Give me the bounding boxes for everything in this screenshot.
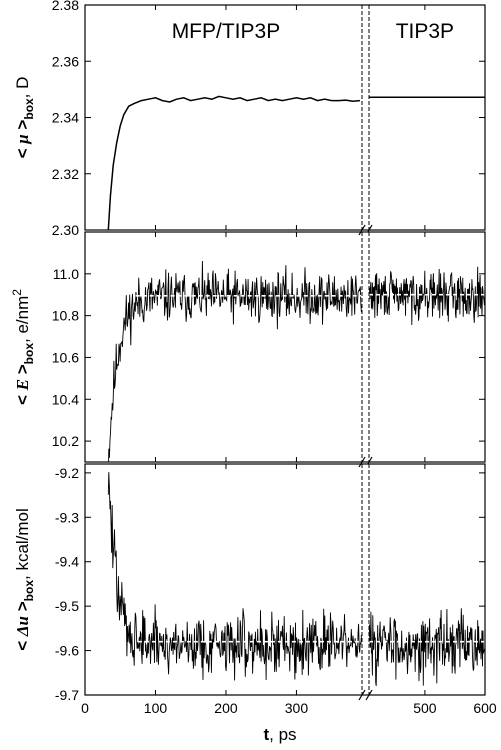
axis-break-gap bbox=[362, 464, 369, 695]
x-label-unit: , ps bbox=[269, 725, 296, 744]
x-tick-label: 200 bbox=[214, 700, 238, 716]
y-axis-label-energy: < Δu >box, kcal/mol bbox=[13, 508, 36, 651]
y-tick-label: 10.4 bbox=[52, 391, 79, 407]
panel-dipole: 2.30 2.32 2.34 2.36 2.38 bbox=[52, 0, 486, 238]
panel-frame bbox=[84, 463, 486, 696]
panel-energy: -9.7 -9.6 -9.5 -9.4 -9.3 -9.2 bbox=[55, 463, 486, 703]
x-tick-label: 500 bbox=[413, 700, 437, 716]
y-label-unit: , D bbox=[13, 77, 32, 99]
y-label-unit: , kcal/mol bbox=[13, 508, 32, 580]
y-label-unit: , e/nm bbox=[13, 296, 32, 343]
series-line-field-0 bbox=[108, 260, 362, 462]
x-tick-label: 100 bbox=[144, 700, 168, 716]
y-label-symbol: Δu bbox=[13, 616, 32, 637]
y-label-bracket-close: > bbox=[13, 120, 32, 135]
series-line-energy-1 bbox=[368, 608, 485, 686]
y-tick-label: 2.34 bbox=[52, 110, 79, 126]
panel-field: 10.2 10.4 10.6 10.8 11.0 bbox=[52, 231, 486, 468]
x-tick-label: 300 bbox=[285, 700, 309, 716]
y-tick-label: 11.0 bbox=[53, 266, 79, 282]
y-tick-label: 2.38 bbox=[52, 0, 79, 13]
y-tick-label: 2.32 bbox=[52, 166, 79, 182]
y-tick-label: 10.2 bbox=[52, 433, 79, 449]
y-tick-label: 2.30 bbox=[52, 222, 79, 238]
y-label-symbol: E bbox=[13, 379, 32, 391]
series-group bbox=[108, 260, 485, 462]
panels-layer: 2.30 2.32 2.34 2.36 2.38 10.2 10.4 10.6 10.8 11.0… bbox=[52, 0, 486, 703]
y-label-superscript: 2 bbox=[10, 289, 24, 296]
y-tick-label: -9.4 bbox=[55, 554, 79, 570]
y-tick-label: -9.2 bbox=[55, 465, 79, 481]
y-label-bracket-open: < bbox=[13, 144, 32, 159]
series-group bbox=[107, 472, 485, 686]
y-label-bracket-open: < bbox=[13, 636, 32, 651]
y-label-subscript: box bbox=[22, 580, 36, 602]
series-line-field-1 bbox=[368, 266, 485, 326]
y-tick-label: 10.8 bbox=[52, 308, 79, 324]
panel-frame bbox=[84, 231, 486, 463]
series-line-dipole-0 bbox=[107, 95, 360, 230]
y-axis-label-field: < E >box, e/nm2 bbox=[10, 289, 36, 405]
axis-break-mark-0 bbox=[358, 689, 366, 701]
y-axis-label-dipole: < μ >box, D bbox=[13, 77, 36, 159]
axis-break-mark-0 bbox=[358, 456, 366, 468]
y-label-bracket-open: < bbox=[13, 390, 32, 405]
region-label-1: TIP3P bbox=[396, 20, 454, 43]
axis-break-gap bbox=[362, 232, 369, 462]
labels-layer: < μ >box, D< E >box, e/nm2< Δu >box, kca… bbox=[10, 20, 497, 744]
series-line-energy-0 bbox=[107, 472, 362, 681]
y-label-symbol: μ bbox=[13, 134, 32, 144]
series-group bbox=[107, 95, 485, 230]
axis-break-mark-0 bbox=[358, 224, 366, 236]
y-label-bracket-close: > bbox=[13, 364, 32, 379]
axis-break-mark-1 bbox=[365, 689, 373, 701]
x-tick-label: 0 bbox=[81, 700, 89, 716]
y-tick-label: 10.6 bbox=[52, 349, 79, 365]
y-tick-label: -9.3 bbox=[55, 509, 79, 525]
y-label-subscript: box bbox=[22, 98, 36, 120]
x-label-symbol: t bbox=[263, 725, 269, 744]
x-tick-label: 600 bbox=[473, 700, 497, 716]
y-tick-label: 2.36 bbox=[52, 53, 79, 69]
y-label-subscript: box bbox=[22, 343, 36, 365]
y-tick-label: -9.7 bbox=[55, 687, 79, 703]
region-label-0: MFP/TIP3P bbox=[172, 20, 281, 43]
x-axis-label: t, ps bbox=[263, 725, 296, 744]
y-tick-label: -9.5 bbox=[55, 598, 79, 614]
y-label-bracket-close: > bbox=[13, 601, 32, 616]
y-tick-label: -9.6 bbox=[55, 643, 79, 659]
axis-break-gap bbox=[362, 5, 369, 230]
